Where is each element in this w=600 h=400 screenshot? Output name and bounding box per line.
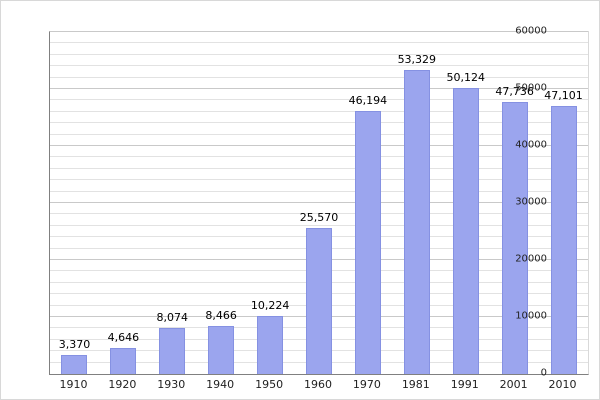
plot-area: 3,370 4,646 8,074 8,466 10,224 25,570 46,194 53… xyxy=(49,31,589,375)
gridline-minor xyxy=(50,156,588,158)
bar-1970 xyxy=(354,110,381,374)
bar-1910 xyxy=(61,354,88,374)
gridline-minor xyxy=(50,190,588,192)
x-tick-label-2010: 2010 xyxy=(548,378,577,391)
bar-column: 10,224 xyxy=(246,32,295,374)
bar-value-label: 25,570 xyxy=(299,211,339,225)
x-tick-label-1940: 1940 xyxy=(206,378,235,391)
gridline-minor xyxy=(50,179,588,181)
x-tick-label-1950: 1950 xyxy=(255,378,284,391)
x-tick-label-2001: 2001 xyxy=(499,378,528,391)
bar-column: 47,101 xyxy=(539,32,588,374)
bar-1920 xyxy=(110,347,137,374)
x-tick-label-1991: 1991 xyxy=(450,378,479,391)
bar-column: 8,466 xyxy=(197,32,246,374)
bar-column: 50,124 xyxy=(441,32,490,374)
bar-value-label: 53,329 xyxy=(397,53,437,67)
bar-2001 xyxy=(501,101,528,374)
y-tick-label: 0 xyxy=(540,367,547,379)
bar-value-label: 8,466 xyxy=(205,308,237,322)
gridline-minor xyxy=(50,42,588,44)
bar-value-label: 47,736 xyxy=(495,84,534,98)
bar-value-label: 10,224 xyxy=(250,298,290,312)
y-tick-label: 30000 xyxy=(515,196,547,208)
gridline-major xyxy=(50,88,588,89)
bar-value-label: 8,074 xyxy=(156,310,189,324)
gridline-minor xyxy=(50,99,588,101)
bar-column: 47,736 xyxy=(490,32,539,374)
bar-2010 xyxy=(550,105,577,374)
gridline-minor xyxy=(50,213,588,215)
gridline-minor xyxy=(50,122,588,124)
gridline-minor xyxy=(50,110,588,112)
gridline-minor xyxy=(50,65,588,67)
bar-value-label: 4,646 xyxy=(107,330,140,344)
bar-1960 xyxy=(305,228,332,374)
y-tick-label: 40000 xyxy=(515,139,547,151)
gridline-major xyxy=(50,31,588,32)
bar-column: 3,370 xyxy=(50,32,99,374)
bar-1930 xyxy=(159,327,186,374)
x-tick-label-1960: 1960 xyxy=(304,378,332,391)
gridline-major xyxy=(50,145,588,146)
gridline-minor xyxy=(50,167,588,169)
bar-value-label: 3,370 xyxy=(58,337,91,351)
x-tick-label-1981: 1981 xyxy=(401,378,430,391)
x-tick-label-1920: 1920 xyxy=(108,378,137,391)
bar-column: 8,074 xyxy=(148,32,197,374)
y-tick-label: 50000 xyxy=(515,82,547,94)
gridline-minor xyxy=(50,76,588,78)
gridline-minor xyxy=(50,224,588,226)
gridline-minor xyxy=(50,133,588,135)
bar-column: 46,194 xyxy=(343,32,392,374)
x-tick-label-1930: 1930 xyxy=(157,378,186,391)
bar-1981 xyxy=(403,70,430,374)
bar-1991 xyxy=(452,88,479,374)
y-tick-label: 10000 xyxy=(515,310,547,322)
x-tick-label-1970: 1970 xyxy=(352,378,381,391)
bar-column: 53,329 xyxy=(392,32,441,374)
bar-1950 xyxy=(257,315,284,374)
x-tick-label-1910: 1910 xyxy=(59,378,88,391)
bar-value-label: 47,101 xyxy=(544,88,583,102)
bar-column: 25,570 xyxy=(295,32,344,374)
bar-value-label: 46,194 xyxy=(348,93,388,107)
bar-1940 xyxy=(208,325,235,374)
y-tick-label: 20000 xyxy=(515,253,547,265)
gridline-major xyxy=(50,202,588,203)
bar-column: 4,646 xyxy=(99,32,148,374)
y-tick-label: 60000 xyxy=(515,25,547,37)
gridline-minor xyxy=(50,53,588,55)
bar-value-label: 50,124 xyxy=(446,71,485,85)
